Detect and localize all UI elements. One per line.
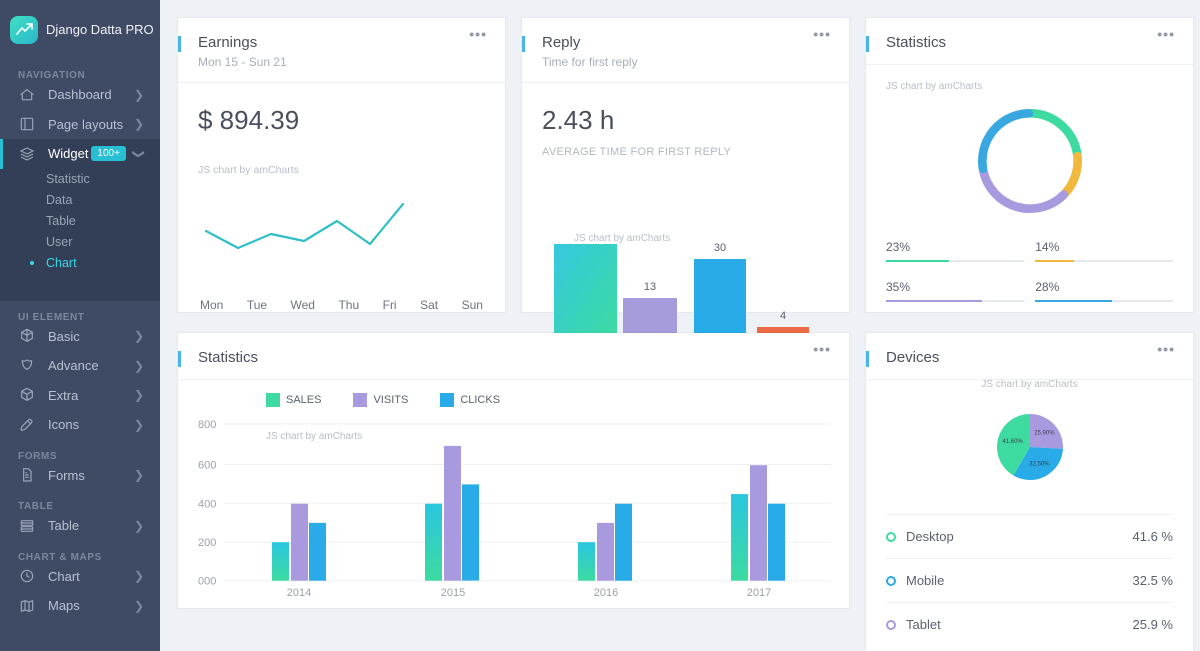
svg-text:2015: 2015	[441, 587, 465, 599]
svg-text:2017: 2017	[747, 587, 771, 599]
svg-text:2016: 2016	[594, 587, 618, 599]
svg-text:53: 53	[579, 242, 591, 245]
svg-text:30: 30	[714, 242, 726, 254]
svg-text:2014: 2014	[287, 587, 311, 599]
svg-text:000: 000	[198, 576, 216, 588]
svg-text:32.50%: 32.50%	[1029, 462, 1050, 468]
svg-text:200: 200	[198, 537, 216, 549]
svg-text:400: 400	[198, 498, 216, 510]
svg-text:600: 600	[198, 460, 216, 472]
svg-text:4: 4	[780, 310, 786, 322]
svg-text:25.90%: 25.90%	[1034, 430, 1055, 436]
svg-text:800: 800	[198, 419, 216, 431]
svg-text:13: 13	[644, 281, 656, 293]
svg-text:41.60%: 41.60%	[1002, 439, 1023, 445]
